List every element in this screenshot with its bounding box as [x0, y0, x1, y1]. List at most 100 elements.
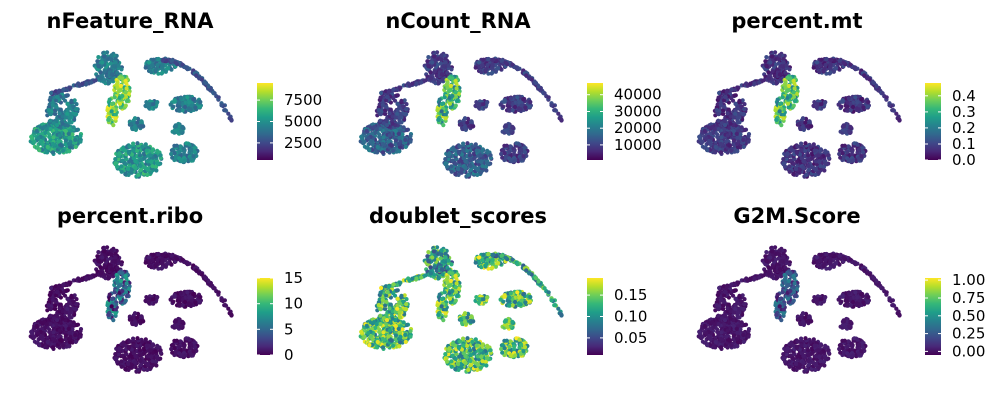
cell-point — [788, 158, 793, 163]
cell-point — [808, 144, 813, 149]
cell-point — [834, 66, 839, 71]
cell-point — [739, 125, 744, 130]
cell-point — [819, 102, 824, 107]
cell-point — [439, 53, 444, 58]
cell-point — [143, 165, 148, 171]
cell-point — [389, 143, 394, 148]
cell-point — [502, 124, 507, 129]
cell-point — [806, 153, 811, 158]
cell-point — [802, 148, 808, 153]
cell-point — [806, 163, 811, 169]
cell-point — [229, 118, 234, 123]
cell-point — [396, 131, 401, 136]
cell-point — [172, 151, 177, 156]
cell-point — [66, 131, 71, 136]
cell-point — [848, 124, 853, 129]
cell-point — [138, 167, 144, 172]
cell-point — [501, 104, 506, 109]
cell-point — [473, 65, 478, 70]
cell-point — [71, 125, 76, 130]
cell-point — [191, 97, 196, 102]
cell-point — [398, 85, 403, 90]
cell-point — [115, 85, 120, 90]
cell-point — [63, 129, 68, 134]
cell-point — [857, 147, 862, 152]
cell-point — [62, 98, 68, 103]
cell-point — [829, 57, 834, 62]
cell-point — [456, 167, 461, 172]
cell-point — [785, 101, 791, 106]
cell-point — [378, 127, 383, 132]
cell-point — [840, 99, 845, 104]
cell-point — [404, 127, 409, 133]
cell-point — [462, 116, 468, 121]
cell-point — [770, 69, 775, 74]
cell-point — [146, 102, 152, 107]
colorbar-tick-label: 5000 — [284, 113, 322, 131]
cell-point — [816, 153, 821, 158]
cell-point — [96, 55, 101, 60]
cell-point — [113, 56, 118, 62]
cell-point — [150, 148, 155, 154]
cell-point — [458, 121, 463, 127]
cell-point — [764, 55, 769, 60]
cell-point — [840, 124, 845, 129]
cell-point — [785, 88, 790, 93]
cell-point — [778, 77, 784, 82]
cell-point — [399, 98, 404, 103]
cell-point — [823, 148, 828, 153]
cell-point — [124, 86, 129, 91]
cell-point — [78, 139, 83, 144]
cell-point — [466, 172, 471, 177]
cell-point — [735, 115, 740, 120]
cell-point — [48, 127, 53, 132]
cell-point — [461, 148, 466, 153]
cell-point — [183, 158, 188, 163]
cell-point — [178, 158, 183, 163]
cell-point — [182, 149, 187, 154]
cell-point — [380, 141, 385, 147]
cell-point — [120, 93, 125, 99]
cell-point — [838, 155, 843, 160]
cell-point — [394, 93, 399, 98]
cell-point — [781, 116, 786, 121]
cell-point — [862, 73, 867, 78]
cell-point — [226, 111, 231, 116]
cell-point — [117, 101, 123, 106]
cell-point — [432, 69, 437, 74]
cell-point — [518, 107, 523, 112]
cell-point — [828, 62, 833, 68]
cell-point — [785, 151, 790, 156]
cell-point — [488, 153, 493, 158]
cell-point — [54, 104, 59, 109]
cell-point — [185, 67, 190, 72]
cell-point — [801, 159, 806, 164]
cell-point — [446, 63, 451, 68]
cell-point — [189, 103, 194, 108]
cell-point — [48, 111, 53, 116]
cell-point — [474, 148, 479, 153]
cell-point — [697, 134, 702, 139]
cell-point — [154, 168, 159, 173]
cell-point — [493, 69, 498, 74]
cell-point — [704, 136, 709, 141]
cell-point — [123, 90, 128, 95]
cell-point — [443, 157, 448, 162]
cell-point — [724, 139, 729, 144]
cell-point — [119, 169, 124, 174]
cell-point — [860, 150, 866, 155]
cell-point — [736, 139, 741, 144]
cell-point — [192, 150, 198, 155]
cell-point — [109, 57, 114, 62]
cell-point — [884, 95, 889, 100]
cell-point — [378, 95, 383, 100]
cell-point — [817, 159, 822, 165]
cell-point — [735, 106, 740, 111]
cell-point — [102, 69, 107, 74]
cell-point — [823, 62, 828, 68]
cell-point — [480, 63, 485, 68]
cell-point — [74, 102, 79, 107]
cell-point — [150, 63, 155, 68]
cell-point — [726, 107, 731, 112]
